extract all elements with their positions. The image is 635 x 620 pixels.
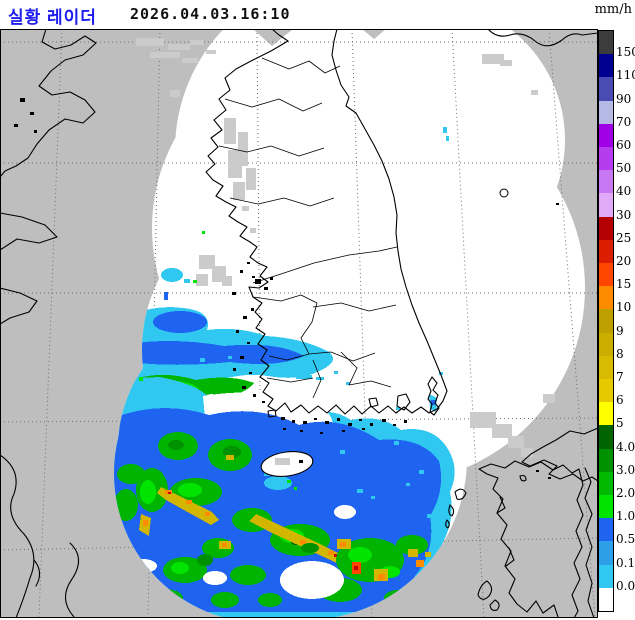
legend-tick-label: 0.1 bbox=[616, 555, 635, 570]
legend-tick-label: 7 bbox=[616, 370, 624, 384]
legend-segment bbox=[599, 332, 613, 356]
legend-segment bbox=[599, 216, 613, 240]
legend-tick-label: 6 bbox=[616, 393, 624, 408]
legend-segment bbox=[599, 77, 613, 101]
legend-tick-label: 3.0 bbox=[616, 462, 635, 477]
legend-segment bbox=[599, 170, 613, 194]
legend-tick-label: 25 bbox=[616, 230, 632, 245]
coastline-layer bbox=[0, 29, 598, 618]
legend-segment bbox=[599, 263, 613, 287]
legend-tick-label: 150 bbox=[616, 45, 635, 60]
legend-segment bbox=[599, 54, 613, 78]
legend-tick-label: 110 bbox=[616, 68, 635, 83]
legend-tick-label: 40 bbox=[616, 184, 632, 199]
legend-segment bbox=[599, 425, 613, 449]
legend-segment bbox=[599, 564, 613, 588]
kyushu-coast bbox=[478, 460, 584, 618]
header-bar: 실황 레이더 2026.04.03.16:10 mm/h bbox=[0, 0, 635, 29]
legend-segment bbox=[599, 147, 613, 171]
legend-unit-label: mm/h bbox=[594, 2, 632, 17]
legend-tick-label: 15 bbox=[616, 277, 632, 292]
legend-segment bbox=[599, 355, 613, 380]
legend-segment bbox=[599, 31, 613, 55]
legend-segment bbox=[599, 587, 613, 612]
namhae-island bbox=[368, 397, 379, 408]
legend-tick-label: 30 bbox=[616, 207, 632, 222]
legend-segment bbox=[599, 239, 613, 264]
observation-datetime: 2026.04.03.16:10 bbox=[130, 5, 291, 23]
legend-tick-label: 4.0 bbox=[616, 439, 635, 454]
legend-segment bbox=[599, 309, 613, 333]
legend-tick-labels: 150 110 90 70 60 50 40 30 25 20 15 10 9 8 7 6 5 4.0 3.0 2.0… bbox=[616, 30, 635, 610]
radar-map bbox=[0, 29, 598, 618]
legend-tick-label: 70 bbox=[616, 114, 632, 129]
precipitation-layer bbox=[114, 45, 455, 618]
radar-map-svg bbox=[0, 29, 598, 618]
geoje-island bbox=[396, 393, 411, 411]
honshu-coast bbox=[521, 427, 598, 482]
tsushima-island bbox=[427, 376, 440, 416]
legend-tick-label: 8 bbox=[616, 346, 624, 361]
legend-segment bbox=[599, 286, 613, 310]
legend-segment bbox=[599, 495, 613, 519]
legend-tick-label: 0.5 bbox=[616, 532, 635, 547]
legend-segment bbox=[599, 541, 613, 565]
legend-segment bbox=[599, 193, 613, 217]
legend-tick-label: 60 bbox=[616, 138, 632, 152]
legend-segment bbox=[599, 100, 613, 124]
legend-segment bbox=[599, 471, 613, 496]
legend-tick-label: 0.0 bbox=[616, 578, 635, 593]
legend-segment bbox=[599, 448, 613, 472]
legend-tick-label: 1.0 bbox=[616, 509, 635, 524]
legend-segment bbox=[599, 123, 613, 148]
coastal-islets bbox=[232, 203, 559, 434]
latlon-grid bbox=[0, 29, 598, 618]
page-title: 실황 레이더 bbox=[8, 8, 97, 27]
jeju-clutter-echo bbox=[275, 458, 290, 465]
legend-tick-label: 50 bbox=[616, 161, 632, 176]
hallasan-mark bbox=[299, 460, 303, 463]
rain-rate-legend: 150 110 90 70 60 50 40 30 25 20 15 10 9 8 7 6 5 4.0 3.0 2.0… bbox=[597, 29, 635, 613]
legend-tick-label: 2.0 bbox=[616, 486, 635, 500]
ulleungdo-island bbox=[499, 188, 509, 198]
map-border bbox=[0, 29, 598, 618]
legend-tick-label: 9 bbox=[616, 323, 624, 338]
legend-color-bar bbox=[598, 30, 614, 612]
clutter-echo-layer bbox=[136, 38, 555, 457]
legend-tick-label: 10 bbox=[616, 300, 632, 315]
legend-tick-label: 90 bbox=[616, 91, 632, 106]
legend-segment bbox=[599, 379, 613, 403]
legend-segment bbox=[599, 402, 613, 426]
legend-tick-label: 20 bbox=[616, 254, 632, 268]
coverage-notches bbox=[253, 29, 386, 46]
legend-segment bbox=[599, 518, 613, 542]
jindo-island bbox=[267, 409, 277, 418]
legend-tick-label: 5 bbox=[616, 416, 624, 431]
